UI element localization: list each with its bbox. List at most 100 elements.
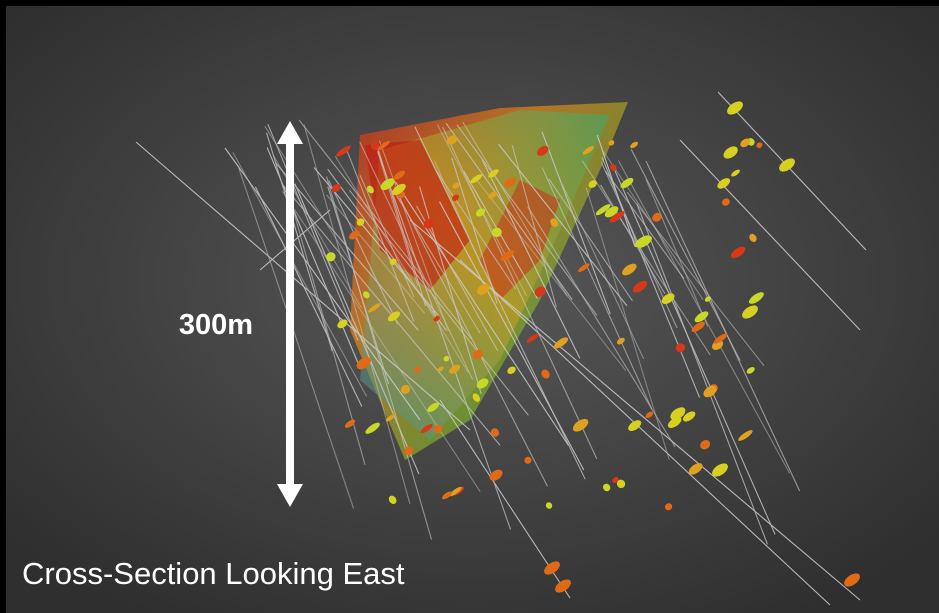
assay-interval <box>616 337 625 345</box>
assay-interval <box>582 146 594 155</box>
assay-interval <box>682 411 696 422</box>
assay-interval <box>603 483 611 492</box>
assay-interval <box>436 366 444 373</box>
assay-interval <box>645 411 654 419</box>
drill-hole <box>451 157 498 304</box>
assay-interval <box>356 218 365 226</box>
assay-interval <box>420 424 433 434</box>
drill-hole <box>395 194 481 334</box>
assay-interval <box>664 503 673 511</box>
assay-interval <box>414 366 422 373</box>
assay-interval <box>667 416 682 429</box>
drill-hole <box>596 134 636 247</box>
assay-interval <box>723 146 738 159</box>
assay-interval <box>504 177 516 188</box>
assay-interval <box>779 158 795 172</box>
drill-hole <box>498 143 628 307</box>
drill-hole <box>264 125 353 265</box>
assay-interval <box>470 174 483 184</box>
assay-interval <box>746 366 755 374</box>
assay-interval <box>721 198 730 206</box>
assay-interval <box>844 573 860 587</box>
drill-hole <box>561 183 645 360</box>
assay-interval <box>731 246 746 259</box>
drill-hole <box>327 168 447 331</box>
drill-hole <box>328 180 399 325</box>
assay-interval <box>588 180 597 188</box>
assay-interval <box>537 145 549 156</box>
drill-hole <box>581 160 711 356</box>
drill-hole <box>434 161 483 268</box>
assay-interval <box>488 169 499 178</box>
drill-hole <box>585 187 670 460</box>
assay-interval <box>524 456 532 464</box>
drill-hole <box>636 203 769 545</box>
assay-interval <box>507 366 516 375</box>
assay-interval <box>392 183 406 196</box>
assay-interval <box>449 486 462 497</box>
drill-hole <box>475 179 627 371</box>
drill-hole <box>259 209 331 271</box>
assay-interval <box>604 206 619 218</box>
assay-interval <box>712 463 728 477</box>
assay-interval <box>608 140 615 146</box>
assay-interval <box>748 292 764 304</box>
assay-interval <box>578 263 590 272</box>
assay-interval <box>377 140 390 151</box>
assay-interval <box>675 343 686 353</box>
assay-interval <box>452 182 460 189</box>
scale-arrowhead <box>277 121 303 144</box>
assay-interval <box>388 495 397 504</box>
drill-hole <box>439 201 585 471</box>
drill-hole <box>548 178 633 302</box>
assay-interval <box>389 258 397 265</box>
assay-interval <box>336 145 351 157</box>
assay-interval <box>756 142 763 149</box>
assay-interval <box>717 178 731 189</box>
drill-hole <box>349 189 529 416</box>
assay-interval <box>423 218 435 229</box>
drill-hole <box>266 147 361 369</box>
assay-interval <box>553 337 569 349</box>
drill-hole <box>541 131 611 315</box>
drill-hole <box>282 191 481 492</box>
assay-interval <box>380 178 395 191</box>
scale-bar <box>277 121 303 507</box>
drill-hole <box>254 186 363 407</box>
assay-interval <box>393 170 406 180</box>
assay-interval <box>670 407 686 420</box>
assay-interval <box>451 194 460 201</box>
assay-interval <box>488 191 498 199</box>
scale-arrowhead <box>277 484 303 507</box>
assay-interval <box>652 212 662 222</box>
assay-interval <box>476 208 486 217</box>
assay-interval <box>694 311 709 323</box>
drill-hole <box>626 191 765 367</box>
scale-label: 300m <box>179 309 253 341</box>
assay-intervals <box>326 101 860 593</box>
assay-interval <box>634 235 650 248</box>
drill-hole <box>238 168 355 509</box>
drill-hole <box>645 179 709 327</box>
assay-interval <box>500 250 515 261</box>
assay-interval <box>610 164 617 172</box>
assay-interval <box>326 252 336 262</box>
drill-hole <box>717 91 867 251</box>
assay-interval <box>544 561 560 575</box>
drill-hole <box>605 170 685 280</box>
assay-interval <box>555 579 571 593</box>
drill-hole <box>303 124 411 504</box>
drill-hole <box>459 259 831 606</box>
drill-hole <box>456 124 598 316</box>
assay-interval <box>550 218 559 228</box>
assay-interval <box>691 321 705 333</box>
assay-interval <box>616 479 626 489</box>
assay-interval <box>628 420 642 432</box>
assay-interval <box>700 439 711 450</box>
drill-hole <box>346 150 415 322</box>
assay-interval <box>632 280 648 293</box>
drill-hole <box>359 175 415 298</box>
assay-interval <box>363 291 370 299</box>
assay-interval <box>595 204 611 216</box>
drill-hole <box>378 140 449 332</box>
